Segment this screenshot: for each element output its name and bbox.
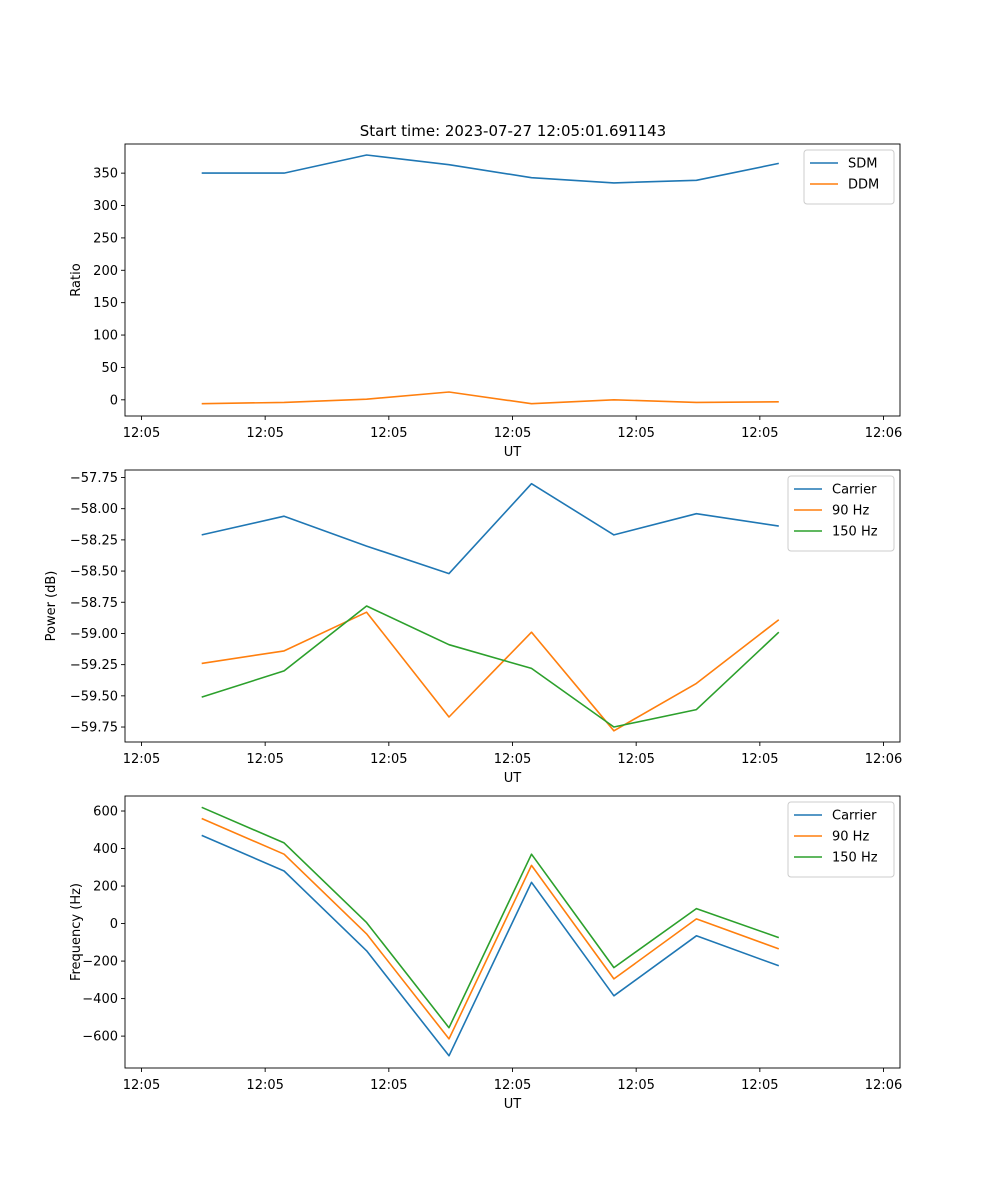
x-tick-label: 12:05 [617,752,654,767]
subplot-2: 12:05 12:05 12:05 12:05 12:05 12:05 12:06 −59.7… [44,469,902,786]
series-line-sdm [201,154,779,184]
x-axis-label: UT [504,771,522,786]
series-line-carrier [201,834,780,1057]
x-tick-label: 12:05 [123,426,160,441]
y-tick-label: −59.25 [70,658,118,673]
x-tick-label: 12:05 [246,426,283,441]
y-tick-label: −59.75 [70,721,118,736]
y-tick-label: 300 [93,199,118,214]
x-tick-label: 12:05 [494,426,531,441]
y-tick-label: −59.50 [70,689,118,704]
legend-label: 150 Hz [832,851,878,866]
x-tick-label: 12:06 [865,1078,902,1093]
legend-box [787,801,895,878]
legend: SDM DDM [803,149,895,205]
y-tick-label: 200 [93,880,118,895]
x-tick-label: 12:05 [617,426,654,441]
y-tick-label: −200 [82,955,118,970]
x-tick-label: 12:05 [741,426,778,441]
x-tick-label: 12:05 [370,426,407,441]
y-tick-label: 400 [93,842,118,857]
x-axis-label: UT [504,1097,522,1112]
y-tick-label: −58.00 [70,502,118,517]
x-tick-label: 12:06 [865,426,902,441]
y-tick-label: 350 [93,167,118,182]
legend-label: 90 Hz [832,830,869,845]
subplot-1: 12:05 12:05 12:05 12:05 12:05 12:05 12:06 0 50 10… [69,143,902,460]
x-tick-label: 12:05 [741,752,778,767]
y-tick-label: 200 [93,264,118,279]
y-tick-label: 0 [110,393,118,408]
y-tick-label: −58.75 [70,596,118,611]
y-tick-label: 600 [93,805,118,820]
legend: Carrier 90 Hz 150 Hz [787,475,895,552]
x-tick-label: 12:06 [865,752,902,767]
y-tick-label: 100 [93,329,118,344]
x-tick-label: 12:05 [741,1078,778,1093]
legend-label: SDM [848,157,877,172]
y-tick-label: −600 [82,1030,118,1045]
series-line-ddm [201,391,779,405]
series-line-150-hz [201,605,780,728]
y-tick-label: 250 [93,231,118,246]
x-tick-label: 12:05 [370,1078,407,1093]
x-tick-label: 12:05 [246,752,283,767]
legend-box [787,475,895,552]
y-tick-label: −57.75 [70,471,118,486]
series-line-90-hz [201,817,780,1040]
y-tick-label: 150 [93,296,118,311]
y-tick-label: −59.00 [70,627,118,642]
subplot-3: 12:05 12:05 12:05 12:05 12:05 12:05 12:06 −600 −… [69,795,902,1112]
legend-label: 150 Hz [832,525,878,540]
x-tick-label: 12:05 [494,752,531,767]
y-axis-label: Power (dB) [44,571,59,642]
y-tick-label: −58.25 [70,533,118,548]
x-axis-label: UT [504,445,522,460]
y-tick-label: 50 [101,361,118,376]
legend-label: Carrier [832,809,877,824]
x-tick-label: 12:05 [123,752,160,767]
legend-label: DDM [848,178,879,193]
legend-label: 90 Hz [832,504,869,519]
legend: Carrier 90 Hz 150 Hz [787,801,895,878]
y-axis-label: Frequency (Hz) [69,883,84,981]
series-line-90-hz [201,611,780,732]
legend-label: Carrier [832,483,877,498]
x-tick-label: 12:05 [123,1078,160,1093]
y-tick-label: 0 [110,917,118,932]
x-tick-label: 12:05 [370,752,407,767]
x-tick-label: 12:05 [246,1078,283,1093]
x-tick-label: 12:05 [617,1078,654,1093]
y-tick-label: −58.50 [70,565,118,580]
y-tick-label: −400 [82,992,118,1007]
figure-title: Start time: 2023-07-27 12:05:01.691143 [360,122,666,140]
y-axis-label: Ratio [69,263,84,296]
x-tick-label: 12:05 [494,1078,531,1093]
series-line-carrier [201,482,779,575]
series-line-150-hz [201,806,780,1029]
